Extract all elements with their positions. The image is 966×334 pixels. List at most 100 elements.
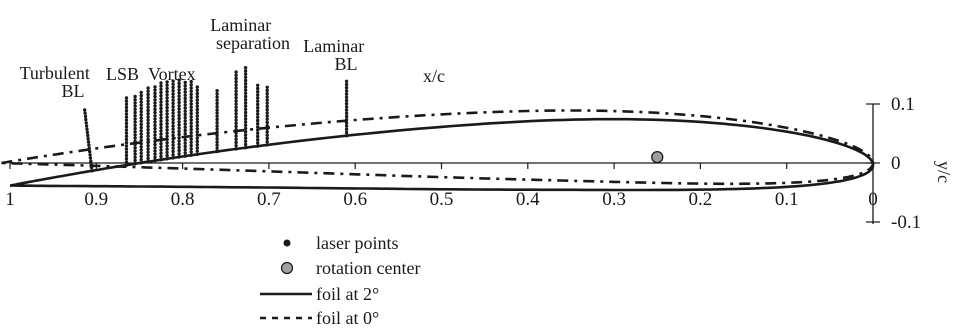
laser-point	[234, 131, 238, 135]
laser-point	[171, 101, 175, 106]
laser-point	[177, 88, 181, 92]
legend-item-rotation-center: rotation center	[280, 258, 420, 278]
laser-point	[215, 140, 219, 144]
laser-point	[256, 99, 260, 104]
laser-point	[153, 130, 157, 134]
laser-point	[133, 120, 137, 124]
laser-point	[165, 118, 169, 123]
laser-point	[124, 105, 129, 110]
laser-point	[171, 114, 175, 119]
laser-point	[159, 90, 163, 95]
legend-black-dot-icon	[283, 239, 291, 247]
laser-point	[133, 126, 137, 131]
laser-point	[189, 86, 193, 90]
laser-point	[234, 89, 238, 94]
laser-point	[165, 83, 169, 87]
laser-point	[153, 123, 157, 128]
laser-point	[146, 121, 150, 126]
laser-point	[183, 141, 187, 145]
laser-point	[183, 93, 187, 98]
laser-point	[234, 134, 238, 138]
laser-point	[153, 94, 157, 99]
laser-point	[195, 104, 199, 109]
laser-point	[234, 118, 238, 122]
laser-point	[177, 78, 181, 82]
laser-point	[195, 127, 199, 131]
laser-point	[171, 149, 175, 154]
laser-point	[139, 113, 143, 117]
laser-point	[243, 136, 248, 140]
x-tick-label: 0.3	[602, 189, 626, 210]
laser-point	[165, 105, 169, 110]
laser-point	[171, 89, 175, 93]
laser-point	[189, 153, 193, 157]
laser-point	[243, 82, 248, 86]
laser-point	[265, 101, 269, 106]
laser-point	[83, 108, 87, 112]
legend-label: laser points	[316, 233, 399, 253]
x-axis-label: x/c	[423, 66, 445, 86]
laser-point	[153, 117, 157, 121]
laser-point	[177, 104, 181, 108]
laser-point	[265, 120, 269, 125]
laser-point	[146, 86, 150, 90]
x-tick-label: 0.2	[689, 189, 713, 210]
laser-point	[133, 104, 137, 108]
laser-point	[177, 126, 181, 130]
laser-point	[177, 91, 181, 95]
laser-point	[133, 146, 137, 150]
laser-point	[177, 113, 181, 118]
laser-point	[243, 85, 248, 89]
annotation-laminar-separation: Laminar separation	[210, 15, 290, 53]
laser-point	[234, 144, 238, 148]
y-tick-label: -0.1	[891, 212, 921, 233]
laser-point	[124, 134, 129, 138]
laser-point	[189, 127, 193, 132]
laser-point	[265, 85, 269, 90]
x-tick-label: 0.6	[343, 189, 367, 210]
laser-point	[243, 66, 248, 70]
laser-point	[243, 91, 248, 96]
laser-point	[153, 146, 157, 150]
laser-point	[256, 109, 260, 113]
laser-point	[177, 132, 181, 137]
laser-point	[215, 89, 219, 93]
laser-point	[159, 122, 163, 127]
laser-point	[171, 82, 175, 87]
laser-point	[133, 152, 137, 156]
laser-point	[195, 88, 199, 93]
laser-point	[189, 83, 193, 87]
laser-point	[189, 111, 193, 116]
y-axis: 0.1 0 -0.1	[866, 94, 921, 233]
legend-gray-circle-icon	[280, 261, 294, 275]
laser-point	[165, 137, 169, 142]
laser-point	[159, 135, 163, 139]
laser-point	[195, 146, 199, 150]
x-tick-label: 0.8	[171, 189, 195, 210]
laser-point	[234, 137, 238, 141]
laser-point	[195, 107, 199, 112]
laser-point	[139, 100, 143, 104]
laser-point	[215, 133, 219, 138]
laser-point	[133, 101, 137, 105]
laser-point	[124, 144, 129, 148]
laser-point	[153, 110, 157, 115]
laser-point	[234, 76, 238, 81]
laser-point	[153, 91, 157, 96]
laser-point	[183, 103, 187, 107]
laser-point	[243, 117, 248, 121]
laser-point	[165, 128, 169, 132]
laser-point	[243, 101, 248, 105]
laser-point	[177, 129, 181, 134]
laser-point	[124, 128, 129, 132]
laser-point	[159, 100, 163, 104]
laser-point	[146, 153, 150, 157]
legend-item-foil-0deg: foil at 0°	[260, 308, 379, 328]
laser-point	[133, 107, 137, 112]
laser-point	[195, 98, 199, 102]
laser-point	[165, 147, 169, 151]
laser-point	[171, 105, 175, 109]
laser-point	[146, 108, 150, 113]
foil-0deg-outline	[1, 109, 875, 186]
